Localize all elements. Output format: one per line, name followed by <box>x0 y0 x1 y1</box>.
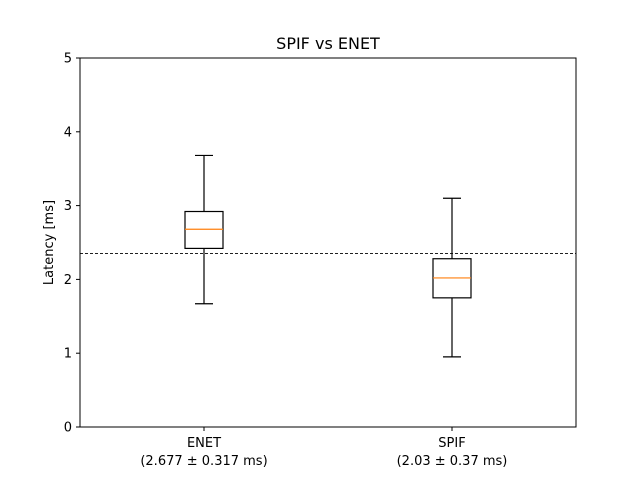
box-group-spif <box>432 197 472 358</box>
x-tick-sublabel-spif: (2.03 ± 0.37 ms) <box>397 454 508 469</box>
plot-area: 0 1 2 3 4 5 ENET (2.677 ± 0.317 ms) SPIF (2.03 ± … <box>64 52 577 469</box>
y-tick-label: 4 <box>64 125 72 140</box>
x-tick-label-spif: SPIF <box>438 436 465 451</box>
y-tick-label: 3 <box>64 199 72 214</box>
x-tick-label-enet: ENET <box>187 436 221 451</box>
y-tick-label: 2 <box>64 273 72 288</box>
y-axis-label: Latency [ms] <box>42 200 57 285</box>
y-tick-label: 1 <box>64 347 72 362</box>
y-tick-label: 0 <box>64 421 72 436</box>
y-tick-label: 5 <box>64 52 72 67</box>
x-tick-sublabel-enet: (2.677 ± 0.317 ms) <box>140 454 267 469</box>
axes-frame <box>79 57 577 428</box>
box-group-enet <box>184 154 224 305</box>
chart-title: SPIF vs ENET <box>276 34 380 53</box>
box-iqr <box>184 210 224 250</box>
